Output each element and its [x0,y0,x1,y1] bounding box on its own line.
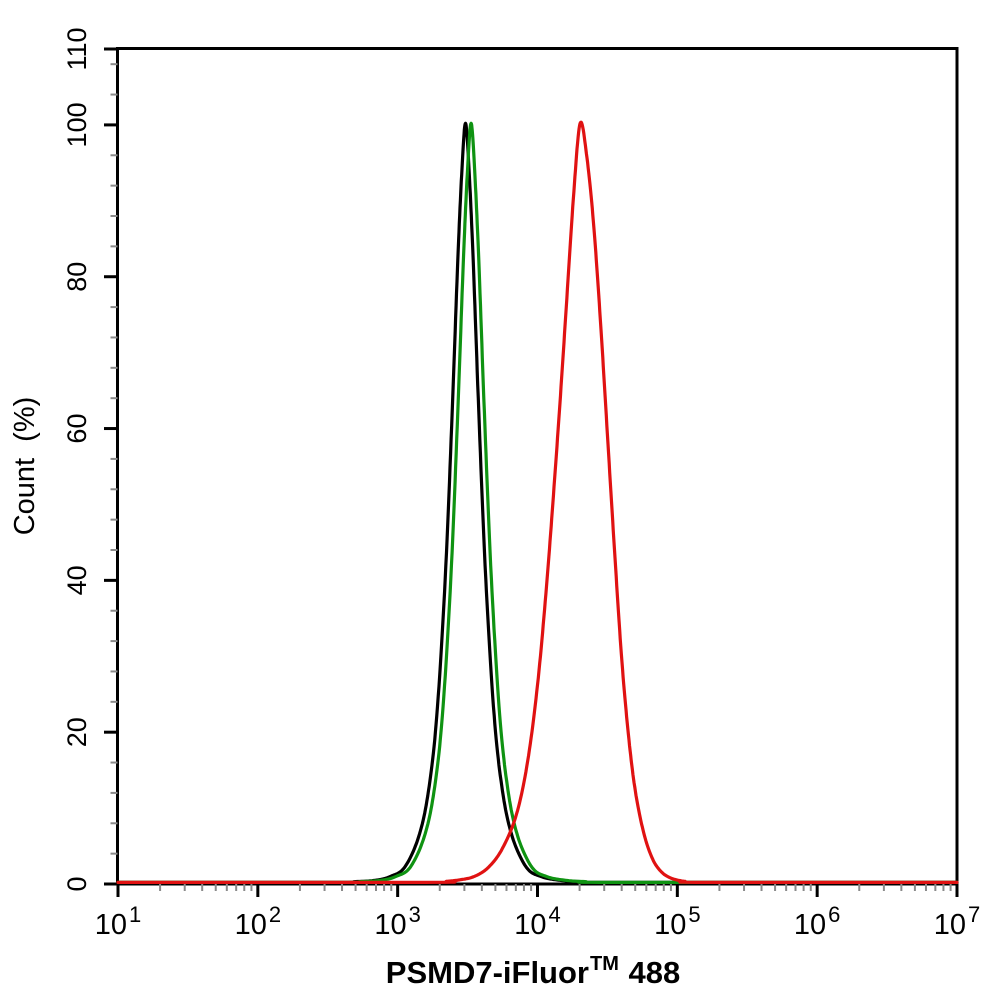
plot-frame [116,47,959,886]
y-axis-major-ticks [104,47,118,886]
x-tick-label: 106 [794,902,841,941]
y-tick-label: 110 [62,27,92,70]
x-tick-base: 10 [934,909,966,941]
x-axis-tick-labels: 101 102 103 104 105 106 107 [95,902,981,941]
curve-series-green [116,121,959,884]
y-tick-label: 40 [62,565,92,595]
x-tick-base: 10 [235,909,267,941]
x-axis-minor-ticks [159,884,952,891]
x-tick-base: 10 [654,909,686,941]
x-tick-base: 10 [374,909,406,941]
x-tick-exponent: 3 [409,902,421,927]
x-axis-major-ticks [116,884,959,897]
x-tick-exponent: 7 [968,902,980,927]
x-axis-title: PSMD7-iFluorTM 488 [386,953,680,990]
x-tick-base: 10 [95,909,127,941]
curve-series-red [116,120,959,884]
x-tick-label: 107 [934,902,981,941]
x-tick-label: 104 [514,902,561,941]
x-tick-exponent: 2 [269,902,281,927]
x-axis-title-suffix: 488 [620,955,680,990]
curve-series-black [116,121,959,884]
x-tick-base: 10 [794,909,826,941]
x-tick-exponent: 5 [688,902,700,927]
trademark-superscript: TM [590,953,619,975]
x-tick-label: 103 [374,902,421,941]
y-tick-label: 80 [62,262,92,292]
y-tick-label: 20 [62,717,92,747]
y-tick-label: 60 [62,414,92,444]
y-axis-tick-labels: 0 20 40 60 80 100 110 [62,27,92,891]
x-tick-label: 102 [235,902,282,941]
x-axis-title-text: PSMD7-iFluor [386,955,589,990]
y-tick-label: 100 [62,102,92,147]
x-tick-exponent: 1 [129,902,141,927]
y-axis-title: Count (%) [9,397,41,536]
x-tick-exponent: 6 [828,902,840,927]
x-tick-base: 10 [514,909,546,941]
y-tick-label: 0 [62,876,92,891]
x-tick-label: 101 [95,902,142,941]
y-axis-minor-ticks [110,63,118,855]
x-tick-exponent: 4 [549,902,561,927]
histogram-curves [116,120,959,884]
x-tick-label: 105 [654,902,701,941]
